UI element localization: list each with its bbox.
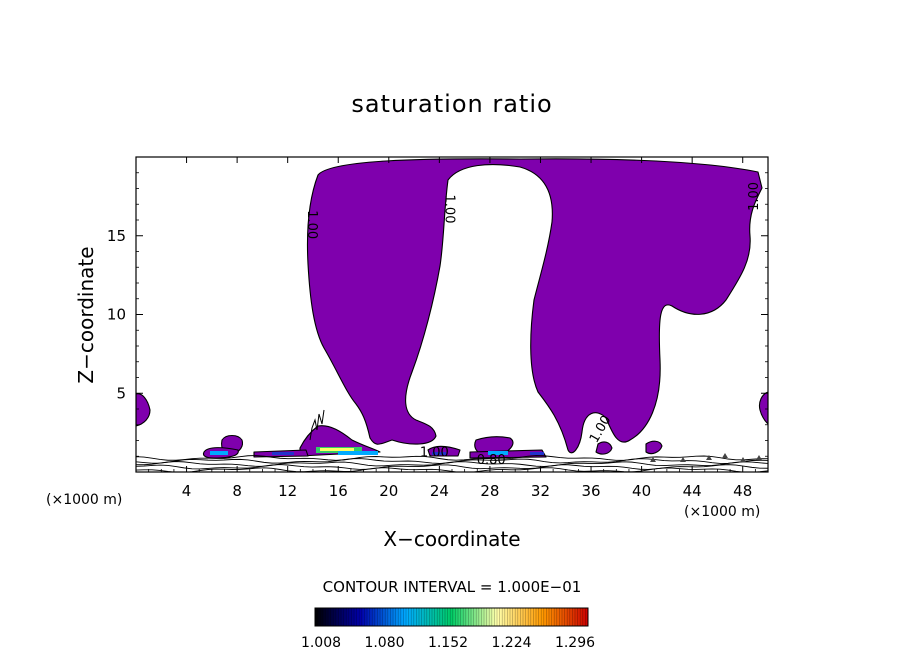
region-blob-28km [474, 436, 514, 453]
jagged-contour-line [309, 409, 325, 441]
region-blob-36km [595, 441, 613, 455]
supersaturation-patch [210, 451, 228, 455]
supersaturated-regions [136, 158, 768, 459]
x-unit-label: (×1000 m) [46, 492, 122, 508]
colorbar-tick-label: 1.080 [364, 635, 404, 651]
x-tick-label: 48 [733, 482, 752, 500]
supersaturation-patch [432, 452, 446, 455]
speckle-contour [706, 455, 712, 460]
speckle-contour [722, 453, 728, 458]
x-tick-label: 36 [581, 482, 600, 500]
x-tick-label: 16 [329, 482, 348, 500]
contour-label: 1.00 [304, 210, 319, 239]
supersaturation-patch [338, 451, 378, 455]
colorbar-tick-label: 1.296 [555, 635, 595, 651]
low-level-contour-line [136, 455, 768, 461]
region-left-edge [136, 393, 151, 427]
speckle-contour [650, 457, 656, 462]
y-tick-label: 15 [107, 227, 126, 245]
x-tick-label: 40 [632, 482, 651, 500]
colorbar-gradient [315, 608, 588, 626]
y-tick-label: 5 [116, 384, 126, 402]
supersaturation-patch [272, 452, 294, 455]
region-right-edge [758, 391, 768, 425]
colorbar-tick-label: 1.224 [491, 635, 531, 651]
y-axis-label: Z−coordinate [74, 246, 98, 383]
x-tick-label: 4 [182, 482, 192, 500]
x-tick-label: 12 [278, 482, 297, 500]
x-tick-label: 28 [480, 482, 499, 500]
supersaturation-patch [488, 451, 508, 455]
supersaturation-patch [530, 452, 544, 455]
contour-label: 1.00 [747, 182, 762, 211]
x-axis-ticks: 4 8 12 16 20 24 28 32 36 40 44 48 [148, 157, 756, 500]
colorbar-tick-label: 1.152 [428, 635, 468, 651]
region-main-cloud [306, 158, 763, 454]
low-level-contour-line [136, 458, 768, 464]
x-unit-label-right: (×1000 m) [684, 504, 760, 520]
x-tick-label: 8 [232, 482, 242, 500]
x-tick-label: 24 [430, 482, 449, 500]
supersaturation-patch [320, 448, 354, 451]
x-tick-label: 20 [379, 482, 398, 500]
y-axis-ticks: 5 10 15 [107, 172, 768, 457]
colorbar [314, 607, 589, 627]
colorbar-tick-label: 1.008 [301, 635, 341, 651]
region-blob-40km [645, 440, 663, 455]
speckle-contour [756, 455, 762, 460]
colorbar-frame [314, 607, 589, 627]
contour-interval-label: CONTOUR INTERVAL = 1.000E−01 [323, 578, 582, 596]
speckle-contour [680, 457, 686, 462]
low-level-contours [136, 409, 768, 472]
x-tick-label: 32 [531, 482, 550, 500]
low-level-contour-line [136, 461, 768, 467]
contour-label: 1.00 [420, 445, 449, 460]
speckle-contour [740, 457, 746, 462]
x-tick-label: 44 [683, 482, 702, 500]
y-tick-label: 10 [107, 306, 126, 324]
x-axis-label: X−coordinate [383, 527, 520, 551]
low-level-contour-line [136, 467, 768, 472]
contour-label: 1.00 [442, 195, 457, 224]
chart-title: saturation ratio [351, 90, 552, 118]
colorbar-tick-labels: 1.008 1.080 1.152 1.224 1.296 [301, 635, 595, 651]
contour-label: 0.80 [477, 453, 506, 468]
